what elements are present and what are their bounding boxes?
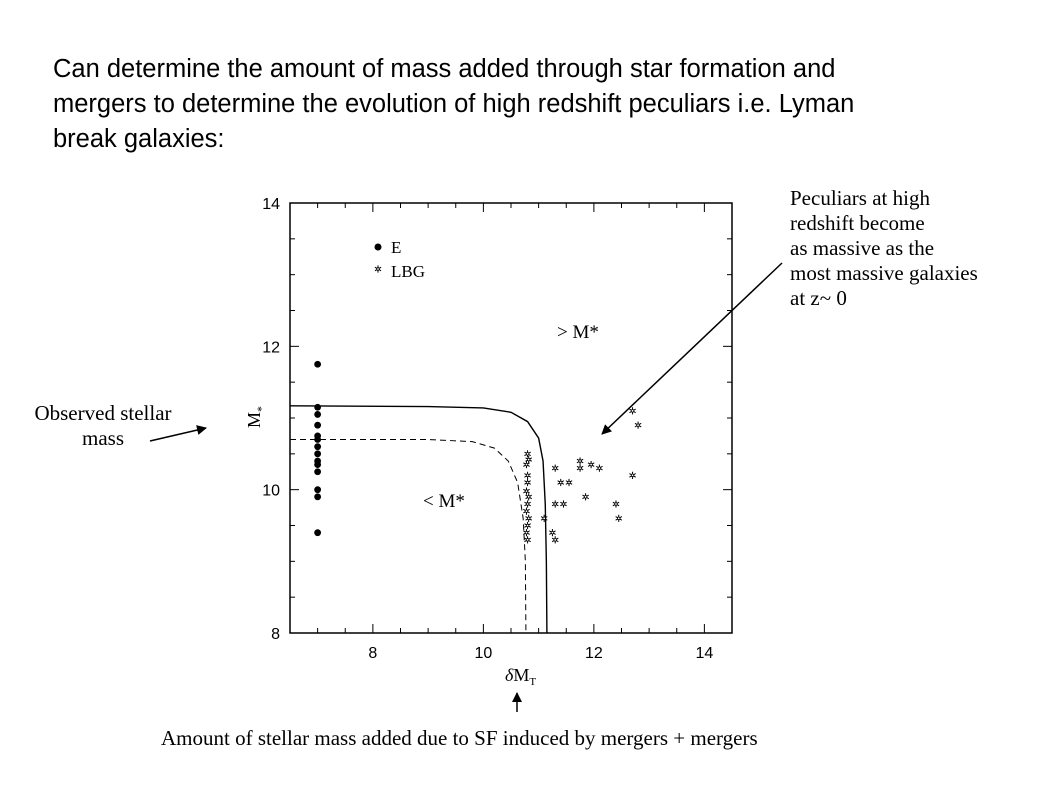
x-axis-label: δMT <box>505 665 536 688</box>
boundary-curves <box>289 405 548 634</box>
x-tick-label: 12 <box>585 645 603 662</box>
lbg-point <box>629 471 636 479</box>
y-tick-label: 12 <box>262 339 280 356</box>
y-tick-label: 14 <box>262 196 280 213</box>
lbg-point <box>524 500 531 508</box>
lbg-point <box>557 478 565 487</box>
lbg-point <box>565 478 573 487</box>
x-tick-label: 8 <box>368 645 377 662</box>
e-point <box>314 360 322 368</box>
e-point <box>314 529 322 537</box>
bottom-annotation: Amount of stellar mass added due to SF i… <box>161 726 758 751</box>
y-tick-label: 10 <box>262 483 280 500</box>
peculiars-line-5: at z~ 0 <box>790 286 847 310</box>
peculiars-line-2: redshift become <box>790 211 925 235</box>
heading-line-2: mergers to determine the evolution of hi… <box>53 90 855 118</box>
lbg-point <box>551 500 559 508</box>
observed-mass-arrow <box>149 425 207 442</box>
lbg-point <box>629 407 636 415</box>
legend-marker-e <box>374 243 382 251</box>
e-point <box>314 411 322 418</box>
lbg-point <box>549 529 556 537</box>
peculiars-line-1: Peculiars at high <box>790 186 930 210</box>
lbg-point <box>560 500 567 508</box>
bottom-annotation-text: Amount of stellar mass added due to SF i… <box>161 726 758 750</box>
lbg-point <box>524 450 531 458</box>
legend-label-e: E <box>391 238 401 257</box>
lbg-point <box>524 478 531 487</box>
legend: E LBG <box>374 238 425 281</box>
observed-line-2: mass <box>82 426 124 450</box>
e-point <box>314 493 322 501</box>
peculiars-line-3: as massive as the <box>790 236 935 260</box>
lbg-point <box>523 487 530 495</box>
lbg-point <box>582 493 589 501</box>
lbg-point <box>615 514 623 522</box>
observed-mass-annotation: Observed stellar mass <box>8 401 198 451</box>
e-point <box>314 421 322 429</box>
lbg-point <box>576 457 584 465</box>
lbg-point <box>596 464 603 472</box>
plot-frame <box>289 202 733 634</box>
lbg-point <box>525 493 533 501</box>
e-point <box>314 443 322 451</box>
lbg-point <box>587 460 595 469</box>
y-axis-label: M* <box>244 406 268 428</box>
lbg-point <box>523 460 530 469</box>
legend-marker-lbg <box>374 265 382 273</box>
lbg-point <box>525 455 533 464</box>
axis-ticks <box>289 202 733 634</box>
peculiars-line-4: most massive galaxies <box>790 261 978 285</box>
lbg-point <box>551 464 559 472</box>
lbg-point <box>525 514 533 522</box>
x-tick-label: 14 <box>695 645 713 662</box>
tick-labels: 8 10 12 14 8 10 12 14 <box>262 196 713 662</box>
slide-heading: Can determine the amount of mass added t… <box>53 52 1013 157</box>
e-point <box>314 403 322 411</box>
dashed-boundary-curve <box>290 439 527 634</box>
lbg-point <box>524 536 531 544</box>
e-point <box>314 450 322 458</box>
e-point <box>314 468 322 476</box>
peculiars-annotation: Peculiars at high redshift become as mas… <box>790 186 978 311</box>
observed-line-1: Observed stellar <box>34 401 172 425</box>
heading-line-3: break galaxies: <box>53 125 225 153</box>
e-point <box>314 436 322 443</box>
legend-star-glyph <box>374 265 382 273</box>
legend-label-lbg: LBG <box>391 262 425 281</box>
lbg-point <box>551 536 559 544</box>
less-than-mstar-label: < M* <box>423 491 465 512</box>
lbg-point <box>524 471 531 479</box>
lbg-point <box>634 421 642 429</box>
lbg-point <box>612 500 620 508</box>
heading-line-1: Can determine the amount of mass added t… <box>53 55 836 83</box>
data-markers <box>314 360 642 544</box>
y-tick-label: 8 <box>271 626 280 643</box>
x-tick-label: 10 <box>474 645 492 662</box>
e-point <box>314 461 322 468</box>
e-point <box>314 486 322 494</box>
peculiars-arrow <box>601 262 783 435</box>
greater-than-mstar-label: > M* <box>557 322 599 343</box>
lbg-point <box>524 521 531 530</box>
lbg-point <box>576 464 584 472</box>
lbg-point <box>540 514 548 522</box>
lbg-point <box>523 529 530 537</box>
solid-boundary-curve <box>289 405 548 634</box>
lbg-point <box>523 507 530 515</box>
